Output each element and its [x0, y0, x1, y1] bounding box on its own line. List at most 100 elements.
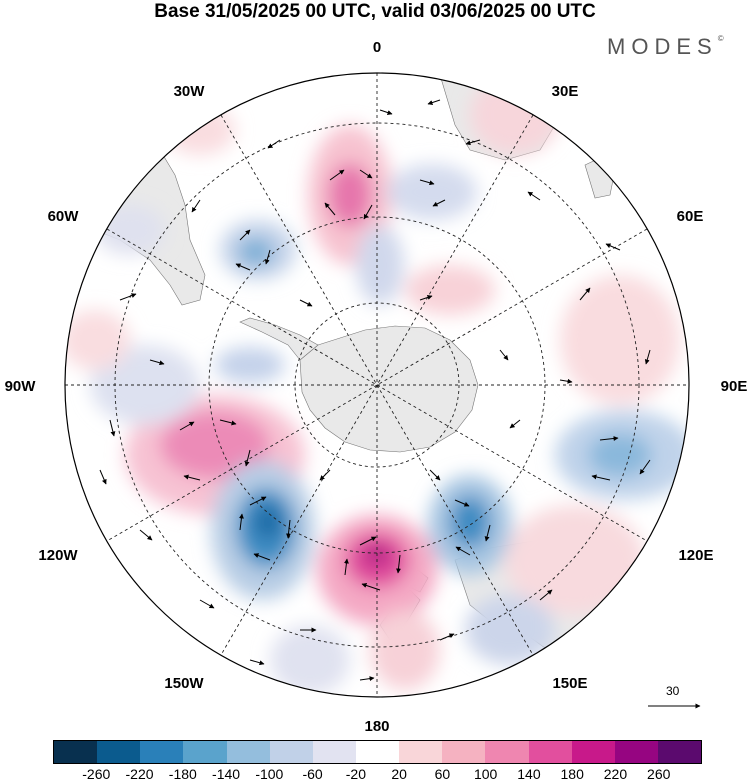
colorbar-segment	[140, 741, 184, 763]
wind-vector	[219, 419, 237, 426]
colorbar-segment	[485, 741, 529, 763]
colorbar-tick-label: -60	[302, 766, 323, 782]
wind-vector	[239, 229, 251, 241]
positive-anomaly	[328, 163, 372, 227]
map-title: Base 31/05/2025 00 UTC, valid 03/06/2025…	[154, 1, 596, 22]
negative-anomaly	[254, 504, 282, 540]
wind-vector	[319, 469, 331, 481]
colorbar-segment	[614, 741, 658, 763]
wind-vector	[591, 474, 611, 481]
wind-vector	[361, 583, 381, 591]
colorbar-tick-label: 100	[473, 766, 498, 782]
wind-vector	[419, 295, 433, 301]
modes-logo: MODES©	[607, 34, 724, 60]
wind-vector	[199, 599, 215, 609]
colorbar-tick-label: 180	[560, 766, 584, 782]
wind-vector	[427, 99, 441, 105]
antarctica	[299, 325, 479, 453]
wind-vector	[465, 139, 481, 146]
colorbar-segment	[657, 741, 702, 763]
logo-mark: ©	[717, 34, 724, 43]
colorbar-tick-label: -20	[345, 766, 366, 782]
colorbar-segment	[442, 741, 486, 763]
wind-vector	[249, 496, 267, 506]
wind-vector	[605, 243, 621, 251]
wind-vector	[539, 589, 553, 601]
wind-vector	[139, 529, 153, 541]
wind-vector	[329, 169, 345, 181]
graticule	[65, 73, 689, 697]
colorbar-segment	[226, 741, 270, 763]
positive-anomaly	[505, 505, 645, 615]
wind-vector	[559, 378, 573, 384]
reference-vector-label: 30	[666, 684, 680, 698]
colorbar-tick-label: 260	[647, 766, 671, 782]
wind-vector	[644, 349, 651, 365]
negative-anomaly	[238, 238, 274, 266]
colorbar	[53, 740, 702, 764]
map-disc	[65, 73, 689, 697]
colorbar-tick-label: -260	[82, 766, 111, 782]
negative-anomaly	[588, 433, 652, 477]
colorbar-segment	[312, 741, 356, 763]
wind-vector	[191, 199, 201, 213]
label-0: 0	[373, 39, 381, 56]
wind-vector	[509, 419, 521, 429]
wind-vector	[484, 524, 491, 542]
label-90w: 90W	[5, 378, 37, 395]
wind-vector	[183, 474, 201, 481]
colorbar-tick-label: 140	[517, 766, 541, 782]
wind-vector	[359, 536, 377, 546]
positive-anomaly	[560, 275, 680, 405]
wind-vector	[253, 553, 271, 561]
wind-vector	[238, 513, 244, 531]
label-180: 180	[364, 718, 389, 735]
colorbar-tick-label: -220	[125, 766, 154, 782]
wind-vector	[299, 299, 313, 307]
wind-vector	[264, 249, 271, 265]
negative-anomaly	[270, 625, 350, 695]
wind-vector	[249, 659, 265, 666]
wind-vector	[419, 179, 435, 186]
colorbar-segment	[54, 741, 98, 763]
wind-vector	[324, 202, 336, 216]
wind-vector	[119, 293, 137, 301]
meridian-labels: 0 30E 60E 90E 120E 150E 180 150W 120W 90…	[5, 39, 748, 735]
label-120e: 120E	[678, 547, 713, 564]
label-60w: 60W	[48, 208, 80, 225]
wind-vector	[639, 459, 651, 475]
wind-vector	[429, 469, 441, 481]
label-60e: 60E	[677, 208, 704, 225]
colorbar-ticks: -260 -220 -180 -140 -100 -60 -20 20 60 100 140 180 2…	[53, 766, 702, 783]
wind-vector	[359, 169, 373, 179]
colorbar-tick-label: -140	[212, 766, 241, 782]
negative-anomaly	[387, 164, 477, 220]
wind-vector	[286, 519, 291, 539]
positive-anomaly	[65, 310, 130, 370]
wind-vector	[99, 469, 107, 485]
wind-vector	[527, 191, 541, 201]
wind-vector	[439, 633, 455, 641]
wind-vector	[149, 359, 165, 366]
wind-vector	[359, 676, 375, 682]
colorbar-tick-label: -180	[168, 766, 197, 782]
wind-vector	[379, 109, 393, 115]
wind-vector	[432, 199, 446, 207]
colorbar-segment	[355, 741, 400, 763]
negative-anomaly	[356, 225, 404, 305]
label-30w: 30W	[174, 83, 206, 100]
label-30e: 30E	[552, 83, 579, 100]
negative-anomaly	[450, 496, 490, 548]
colorbar-tick-label: 60	[434, 766, 451, 782]
label-150e: 150E	[552, 675, 587, 692]
wind-vector	[244, 449, 251, 467]
colorbar-segment	[571, 741, 615, 763]
wind-vector	[396, 554, 401, 574]
wind-vectors	[99, 99, 651, 682]
wind-vector	[499, 349, 509, 361]
wind-vector	[454, 499, 470, 507]
colorbar-tick-label: -100	[255, 766, 284, 782]
logo-text: MODES	[607, 34, 718, 59]
colorbar-tick-label: 220	[603, 766, 628, 782]
map-border	[64, 72, 690, 698]
